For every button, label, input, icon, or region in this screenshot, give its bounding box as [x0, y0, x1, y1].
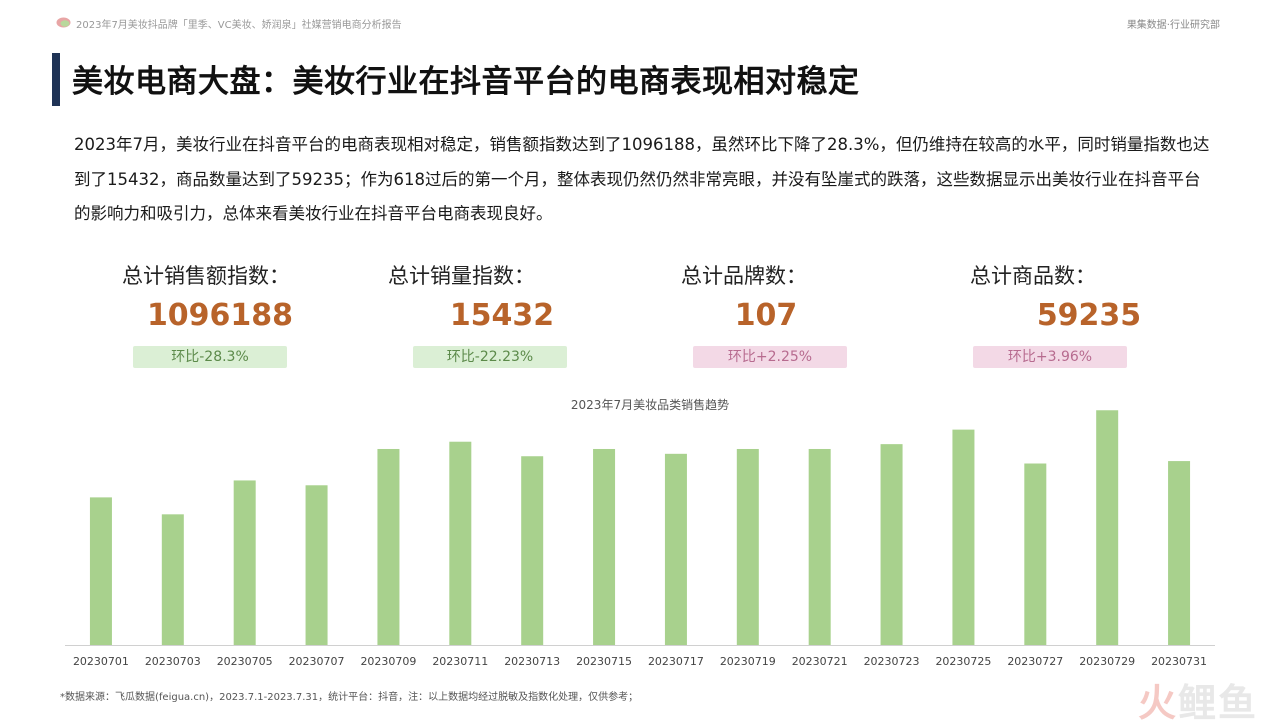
x-tick-label: 20230717 — [648, 655, 704, 668]
bar-20230725 — [952, 429, 975, 645]
stat-badge: 环比-28.3% — [133, 346, 287, 368]
bar-20230707 — [305, 485, 328, 645]
stat-label: 总计销售额指数： — [122, 264, 290, 288]
bar-20230715 — [593, 448, 616, 645]
stat-badge: 环比+3.96% — [973, 346, 1127, 368]
x-tick-label: 20230709 — [360, 655, 416, 668]
watermark-part2: 鲤鱼 — [1177, 681, 1258, 725]
x-tick-label: 20230723 — [864, 655, 920, 668]
brand-name: 果集数据·行业研究部 — [1126, 20, 1220, 31]
x-tick-label: 20230711 — [432, 655, 488, 668]
bar-20230721 — [808, 448, 831, 645]
stat-label: 总计销量指数： — [388, 264, 535, 288]
data-source-footnote: *数据来源：飞瓜数据(feigua.cn)，2023.7.1-2023.7.31… — [60, 692, 639, 703]
x-tick-label: 20230701 — [73, 655, 129, 668]
bar-20230701 — [89, 497, 112, 645]
stat-value: 107 — [734, 298, 798, 333]
x-tick-label: 20230705 — [217, 655, 273, 668]
page-title: 美妆电商大盘：美妆行业在抖音平台的电商表现相对稳定 — [72, 64, 860, 100]
bar-20230729 — [1096, 410, 1119, 645]
stat-value: 59235 — [1036, 298, 1142, 333]
x-tick-label: 20230703 — [145, 655, 201, 668]
x-tick-label: 20230729 — [1079, 655, 1135, 668]
watermark-part1: 火 — [1137, 681, 1178, 725]
report-title: 2023年7月美妆抖品牌「里季、VC美妆、娇润泉」社媒营销电商分析报告 — [76, 20, 402, 31]
watermark-logo: 火鲤鱼 — [1138, 672, 1258, 727]
title-accent-bar — [52, 53, 60, 106]
bar-20230717 — [664, 453, 687, 645]
x-tick-label: 20230715 — [576, 655, 632, 668]
bar-20230713 — [521, 456, 544, 645]
stat-value: 15432 — [449, 298, 555, 333]
bar-20230709 — [377, 448, 400, 645]
stat-badge: 环比+2.25% — [693, 346, 847, 368]
bar-20230703 — [161, 514, 184, 645]
stat-label: 总计商品数： — [970, 264, 1096, 288]
header-bar: 2023年7月美妆抖品牌「里季、VC美妆、娇润泉」社媒营销电商分析报告 果集数据… — [0, 0, 1280, 40]
bar-20230711 — [449, 441, 472, 645]
brand-logo-icon — [56, 17, 71, 28]
bar-20230719 — [736, 448, 759, 645]
stat-badge: 环比-22.23% — [413, 346, 567, 368]
stat-value: 1096188 — [146, 298, 294, 333]
x-tick-label: 20230731 — [1151, 655, 1207, 668]
sales-trend-chart: 20230701 20230703 20230705 20230707 20230709… — [65, 410, 1215, 668]
intro-paragraph: 2023年7月，美妆行业在抖音平台的电商表现相对稳定，销售额指数达到了10961… — [74, 135, 1210, 223]
bar-20230705 — [233, 480, 256, 645]
chart-title: 2023年7月美妆品类销售趋势 — [570, 398, 730, 412]
x-tick-label: 20230727 — [1007, 655, 1063, 668]
x-tick-label: 20230707 — [289, 655, 345, 668]
bar-20230727 — [1024, 463, 1047, 645]
stat-label: 总计品牌数： — [681, 264, 807, 288]
x-tick-label: 20230721 — [792, 655, 848, 668]
bar-20230723 — [880, 444, 903, 645]
bar-20230731 — [1168, 461, 1191, 645]
x-tick-label: 20230719 — [720, 655, 776, 668]
x-tick-label: 20230725 — [935, 655, 991, 668]
x-tick-label: 20230713 — [504, 655, 560, 668]
